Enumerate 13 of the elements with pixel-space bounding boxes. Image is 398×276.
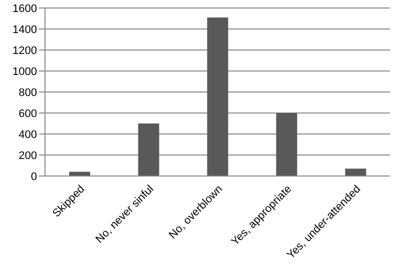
y-tick-label: 1600	[12, 2, 37, 15]
y-tick-label: 1400	[12, 24, 37, 36]
bar	[276, 113, 298, 176]
bar	[345, 168, 366, 176]
y-tick-label: 600	[18, 108, 37, 120]
y-tick-label: 1000	[12, 66, 37, 78]
y-tick-label: 800	[18, 86, 37, 99]
y-tick-label: 0	[30, 170, 37, 183]
bar	[207, 17, 228, 176]
y-tick-label: 200	[18, 150, 37, 162]
bar	[138, 124, 160, 176]
y-tick-label: 400	[18, 128, 37, 141]
y-tick-label: 1200	[12, 44, 37, 57]
